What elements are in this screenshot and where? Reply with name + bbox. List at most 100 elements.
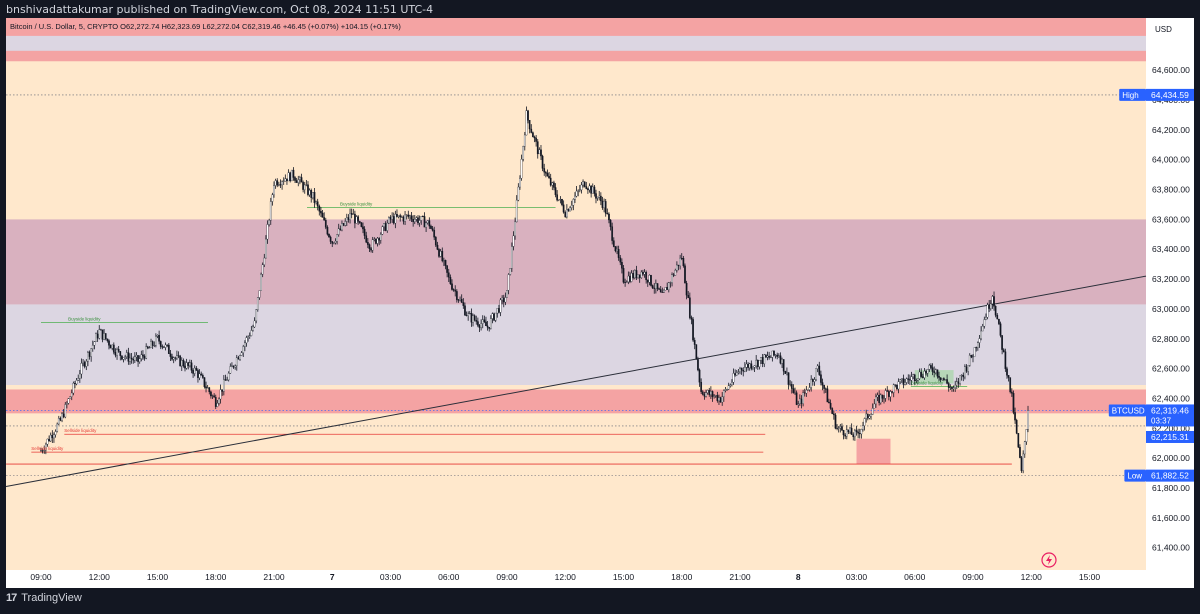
candle <box>603 201 605 208</box>
candle <box>77 378 80 381</box>
candle <box>790 384 793 389</box>
candle <box>930 365 932 368</box>
price-axis[interactable] <box>1146 18 1194 588</box>
other-value-box[interactable] <box>1146 430 1194 443</box>
candle <box>224 379 227 381</box>
candle <box>834 414 837 429</box>
candle <box>525 110 528 136</box>
candle <box>103 333 105 340</box>
candle <box>769 357 772 359</box>
y-tick-label: 61,600.00 <box>1152 513 1190 523</box>
zone-red[interactable] <box>6 389 1146 414</box>
candle <box>289 172 292 182</box>
candle <box>710 391 712 395</box>
candle <box>706 390 709 393</box>
candle <box>865 413 868 419</box>
candle <box>447 272 450 278</box>
candle <box>100 329 102 331</box>
zone-lavender[interactable] <box>6 35 1146 51</box>
x-tick-label: 21:00 <box>263 572 285 582</box>
candle <box>452 289 455 291</box>
candle <box>951 387 953 389</box>
candle <box>56 423 59 432</box>
candle <box>316 201 319 207</box>
time-axis[interactable] <box>6 570 1146 588</box>
high-tag[interactable] <box>1119 88 1146 101</box>
candle <box>608 213 610 221</box>
low-value-box[interactable] <box>1146 469 1194 482</box>
lightning-icon[interactable] <box>1041 552 1057 568</box>
candle <box>396 214 398 217</box>
candle <box>884 390 887 399</box>
candle <box>93 341 96 346</box>
candle <box>532 132 534 138</box>
candle <box>842 430 845 436</box>
zone-red[interactable] <box>856 438 891 465</box>
candle <box>135 355 138 358</box>
candle <box>485 321 487 327</box>
trendline[interactable] <box>5 275 1147 487</box>
candle <box>886 390 889 392</box>
candle <box>119 351 122 356</box>
candle <box>797 403 800 405</box>
candle <box>875 396 877 405</box>
candle <box>595 193 597 199</box>
candle <box>158 335 160 342</box>
candle <box>172 357 175 360</box>
zone-maroon[interactable] <box>6 219 1146 305</box>
candle <box>684 265 686 284</box>
candle <box>344 221 347 226</box>
zone-lavender[interactable] <box>6 304 1146 386</box>
candle <box>925 371 927 374</box>
liquidity-annotation: Buyside liquidity <box>68 316 101 321</box>
last-tag[interactable] <box>1108 404 1146 417</box>
low-tag[interactable] <box>1124 469 1146 482</box>
candle <box>472 315 474 323</box>
candle <box>994 306 997 316</box>
candle <box>219 389 222 400</box>
candle <box>443 260 445 262</box>
candle <box>832 413 835 416</box>
candle <box>968 355 971 366</box>
candle <box>297 179 300 183</box>
candle <box>45 443 47 451</box>
candle <box>417 217 419 224</box>
candle <box>504 297 507 303</box>
candle <box>337 228 340 235</box>
candle <box>593 186 596 194</box>
last-value: 62,319.46 <box>1151 405 1189 415</box>
candle <box>640 271 643 278</box>
candle <box>265 238 267 259</box>
candle <box>189 362 191 366</box>
candle <box>614 246 617 252</box>
candle <box>488 327 491 329</box>
candle <box>653 287 656 289</box>
candle <box>287 172 290 182</box>
candle <box>240 352 243 356</box>
candle <box>167 344 170 354</box>
x-tick-label: 12:00 <box>1021 572 1043 582</box>
candle <box>386 222 389 231</box>
high-value-box[interactable] <box>1146 88 1194 101</box>
candle <box>276 180 279 186</box>
candle <box>920 371 923 377</box>
candle <box>803 392 806 394</box>
last-value-box[interactable] <box>1146 404 1194 427</box>
candle <box>891 391 893 393</box>
candle <box>399 215 402 218</box>
candle <box>918 371 921 379</box>
candle <box>894 384 897 386</box>
candle <box>326 227 329 235</box>
x-tick-label: 12:00 <box>89 572 111 582</box>
candle <box>810 379 813 388</box>
candle <box>422 216 424 218</box>
candle <box>731 381 733 385</box>
candle <box>734 373 736 376</box>
candle <box>392 216 395 224</box>
candle <box>142 354 144 357</box>
candle <box>624 282 626 284</box>
candle <box>604 201 607 214</box>
candle <box>345 217 348 222</box>
x-tick-label: 18:00 <box>671 572 693 582</box>
